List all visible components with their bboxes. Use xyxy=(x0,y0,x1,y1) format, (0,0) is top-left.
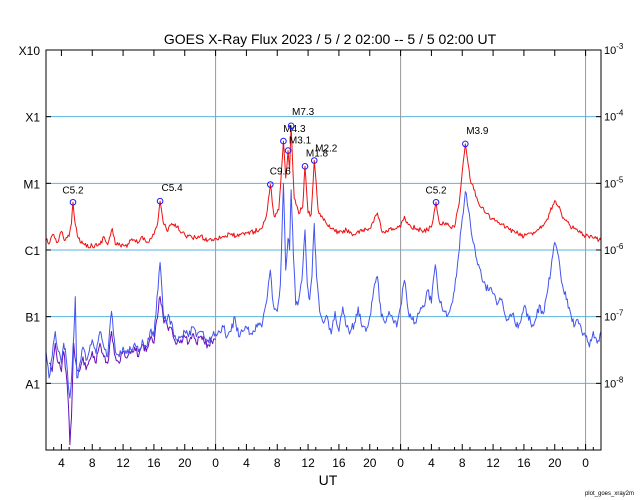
x-tick-label: 0 xyxy=(582,456,589,470)
x-tick-label: 16 xyxy=(517,456,531,470)
x-tick-label: 4 xyxy=(243,456,250,470)
y-right-tick-label: 10-5 xyxy=(604,175,624,190)
x-tick-label: 20 xyxy=(363,456,377,470)
y-right-tick-label: 10-4 xyxy=(604,109,624,124)
flare-label: C5.4 xyxy=(162,183,184,194)
x-axis-label: UT xyxy=(319,472,338,488)
flare-marker xyxy=(284,147,292,154)
x-tick-label: 8 xyxy=(274,456,281,470)
flare-marker xyxy=(310,157,318,164)
x-tick-label: 20 xyxy=(548,456,562,470)
x-tick-label: 8 xyxy=(459,456,466,470)
y-left-tick-label: M1 xyxy=(23,177,40,191)
flux-series-short xyxy=(45,182,602,399)
y-right-tick-label: 10-8 xyxy=(604,375,624,390)
plot-credit: plot_goes_xray2m xyxy=(584,491,634,497)
x-tick-label: 4 xyxy=(428,456,435,470)
flare-marker xyxy=(267,181,274,188)
flare-label: M1.8 xyxy=(306,148,329,159)
y-left-tick-label: C1 xyxy=(25,244,41,258)
grid-layer xyxy=(46,50,601,450)
flare-marker xyxy=(69,198,77,206)
x-tick-label: 16 xyxy=(332,456,346,470)
flare-label: C9.6 xyxy=(270,167,292,178)
flare-label: C5.2 xyxy=(62,185,84,196)
flare-marker xyxy=(301,163,309,170)
x-tick-label: 0 xyxy=(397,456,404,470)
flare-marker xyxy=(287,122,295,130)
x-tick-label: 12 xyxy=(301,456,315,470)
flux-series-long xyxy=(45,125,602,249)
flare-marker xyxy=(432,198,440,206)
flare-label: M7.3 xyxy=(292,107,315,118)
flare-marker xyxy=(462,140,469,148)
x-tick-label: 4 xyxy=(58,456,65,470)
flare-marker xyxy=(156,197,164,205)
y-right-tick-label: 10-3 xyxy=(604,42,624,57)
y-left-tick-label: B1 xyxy=(25,311,40,325)
x-tick-label: 8 xyxy=(89,456,96,470)
flare-marker xyxy=(280,137,287,145)
y-right-tick-label: 10-6 xyxy=(604,242,624,257)
y-right-tick-label: 10-7 xyxy=(604,309,624,324)
x-tick-label: 20 xyxy=(178,456,192,470)
y-left-tick-label: A1 xyxy=(25,377,40,391)
flare-label: M4.3 xyxy=(283,124,306,135)
x-tick-label: 16 xyxy=(147,456,161,470)
y-left-tick-label: X1 xyxy=(25,111,40,125)
x-tick-label: 12 xyxy=(116,456,130,470)
y-left-tick-label: X10 xyxy=(19,44,41,58)
flare-label: C5.2 xyxy=(425,185,447,196)
series-layer xyxy=(45,125,602,446)
flare-layer: C5.2 C5.4 C9.6 M4.3M3.1 M7.3 M1.8M2.2 C5.2 M3.9 xyxy=(62,107,489,206)
chart-title: GOES X-Ray Flux 2023 / 5 / 2 02:00 -- 5 … xyxy=(164,31,497,47)
flare-label: M2.2 xyxy=(315,144,338,155)
axis-layer: A1 B1 C1 M1 X1 X10 10-8 10-7 10-6 10-5 10-4 10-3 4 8 1… xyxy=(19,42,624,470)
flare-label: M3.9 xyxy=(466,126,489,137)
x-tick-label: 0 xyxy=(212,456,219,470)
flare-label: M3.1 xyxy=(289,136,312,147)
x-tick-label: 12 xyxy=(486,456,500,470)
